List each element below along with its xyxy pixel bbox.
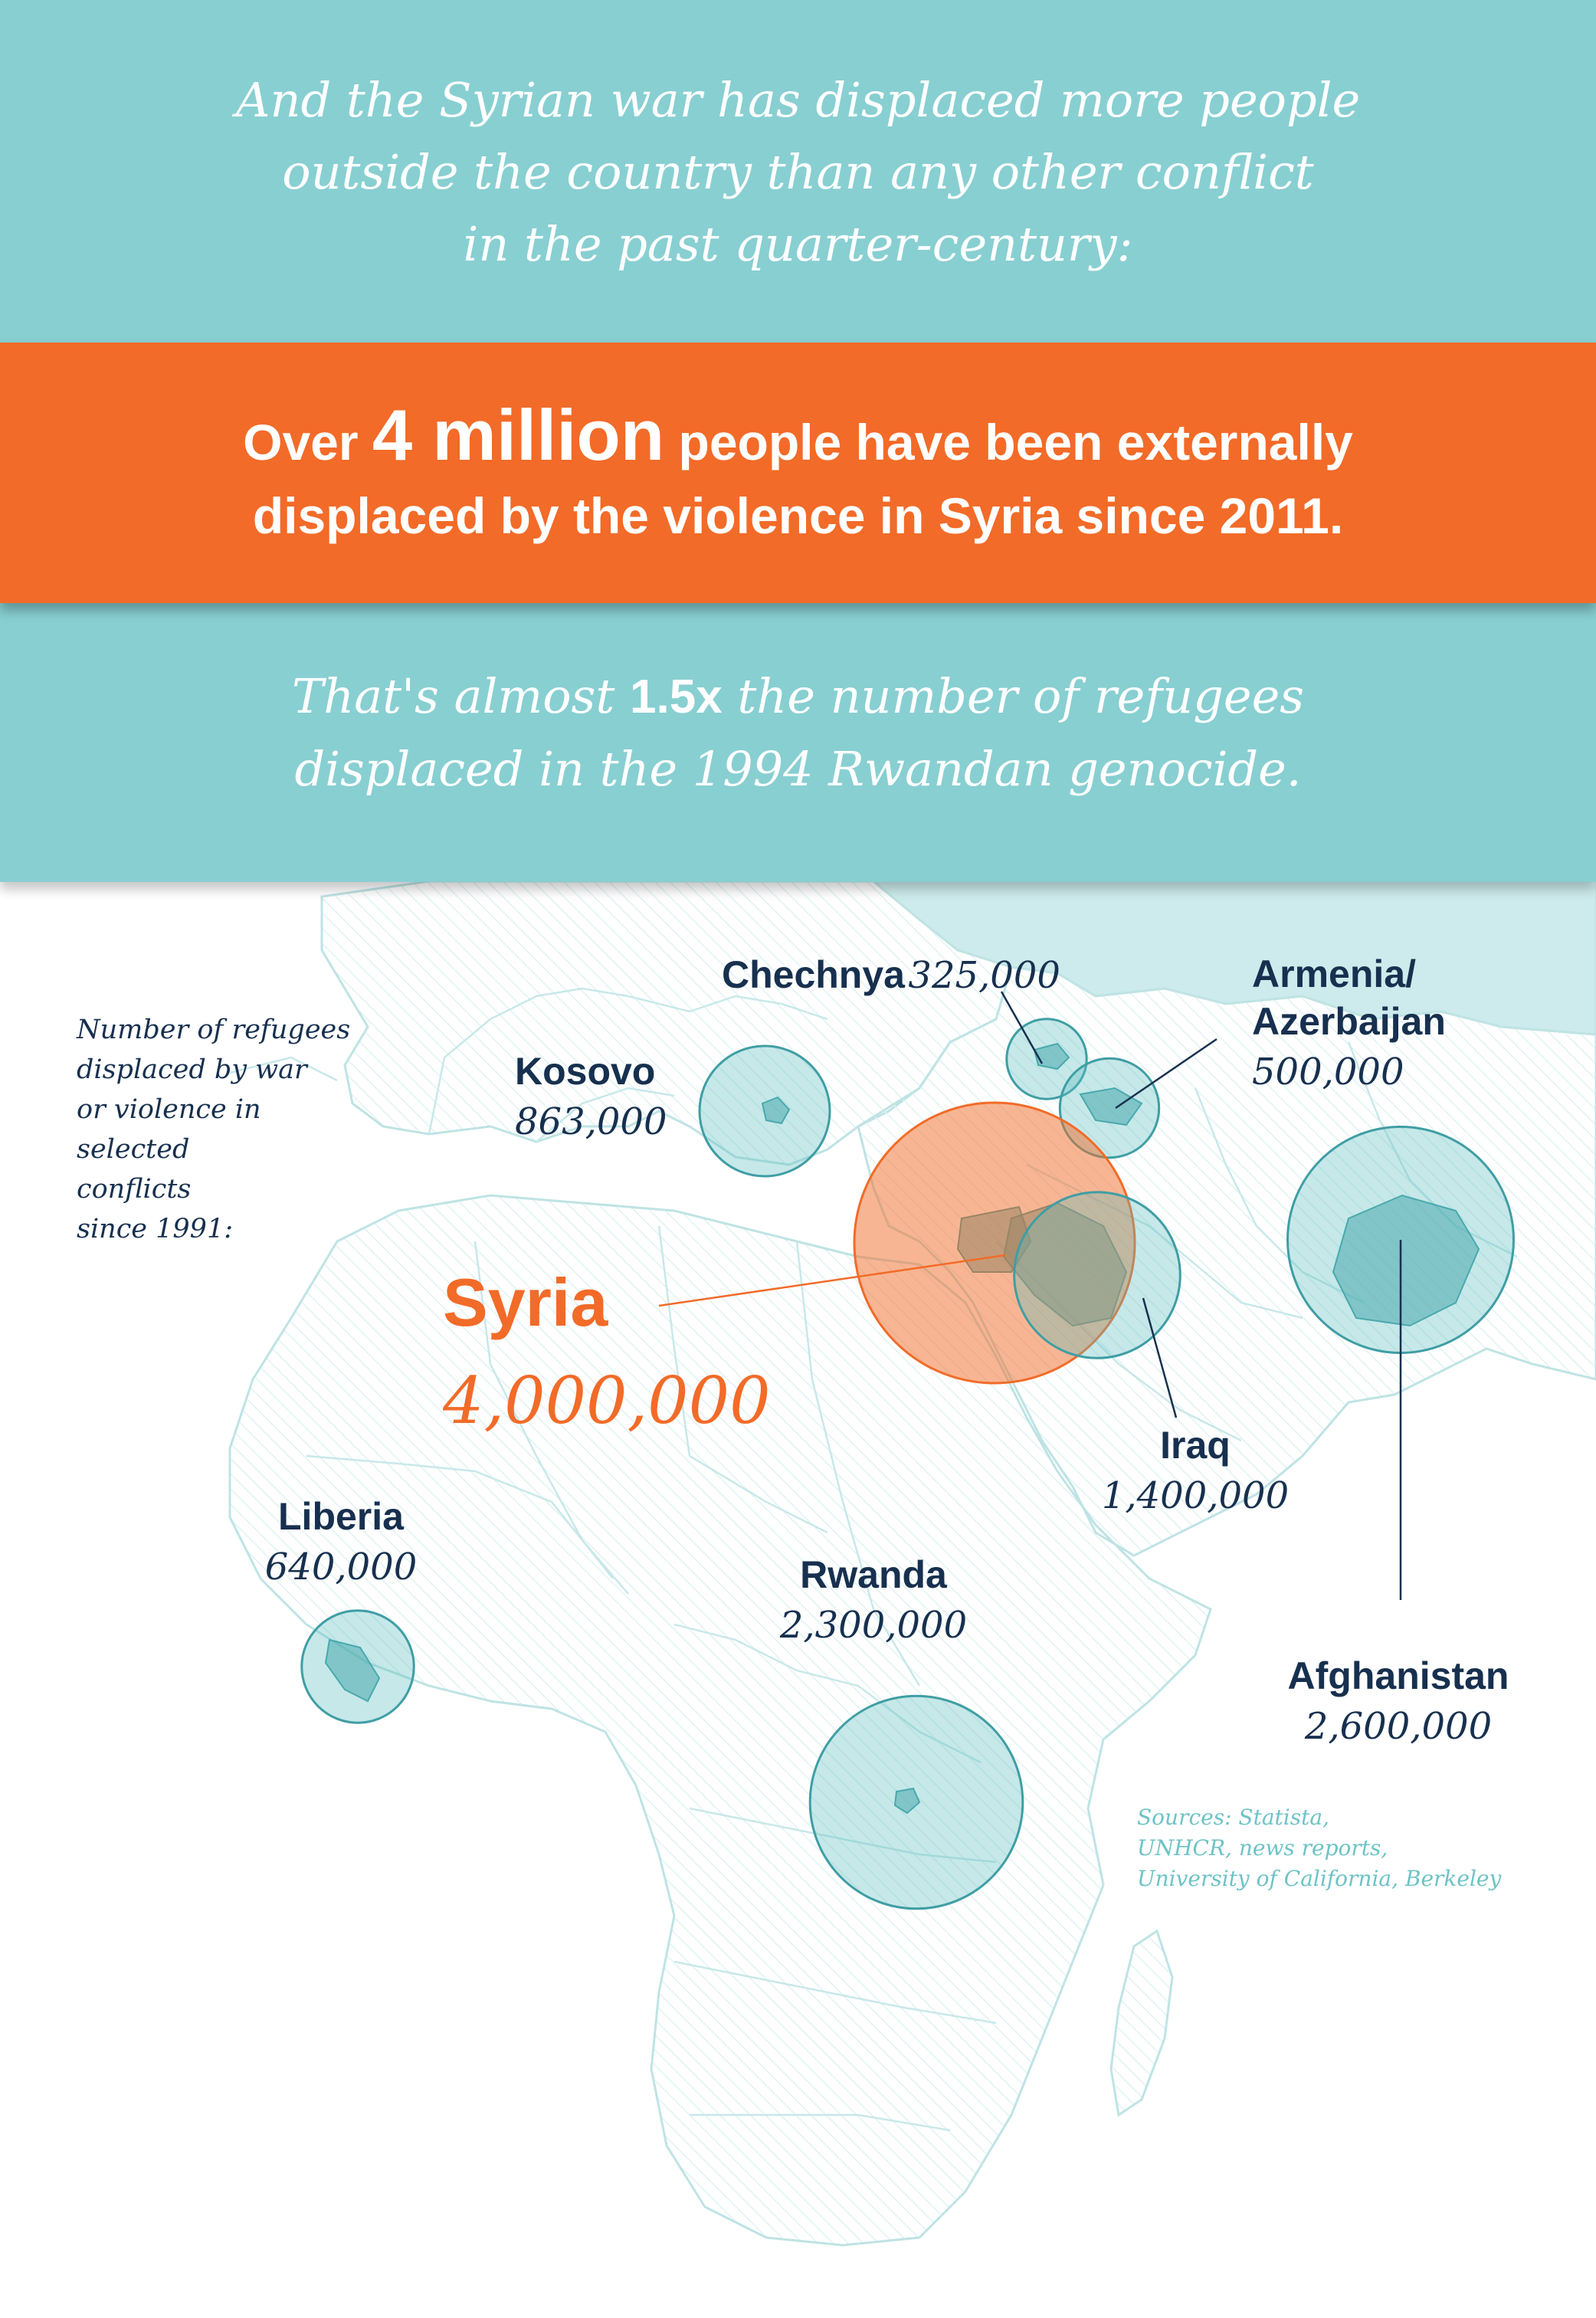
legend-note-line: Number of refugees (77, 1015, 351, 1045)
chechnya-refugees: 325,000 (908, 954, 1060, 997)
legend-note: Number of refugees displaced by war or v… (77, 1010, 352, 1249)
armenia-azerbaijan-shape (1079, 1087, 1143, 1126)
label-armenia-azerbaijan: Armenia/ Azerbaijan 500,000 (1252, 950, 1446, 1099)
label-liberia: Liberia 640,000 (245, 1493, 437, 1594)
liberia-refugees: 640,000 (264, 1546, 418, 1589)
label-syria: Syria 4,000,000 (443, 1264, 771, 1439)
refugee-map (228, 881, 1596, 2247)
label-afghanistan: Afghanistan 2,600,000 (1264, 1652, 1532, 1753)
comparison-band: That's almost 1.5x the number of refugee… (0, 603, 1596, 882)
armenia-azerbaijan-refugees: 500,000 (1252, 1051, 1404, 1093)
kosovo-bubble (698, 1044, 831, 1178)
comparison-line-2: displaced in the 1994 Rwandan genocide. (294, 741, 1302, 797)
comparison-emphasis: 1.5x (630, 670, 723, 723)
intro-line-3: in the past quarter-century: (463, 216, 1133, 272)
chechnya-leader (1000, 991, 1044, 1064)
legend-note-line: or violence in (77, 1094, 261, 1125)
afghanistan-refugees: 2,600,000 (1304, 1705, 1493, 1748)
iraq-leader (1142, 1297, 1178, 1418)
rwanda-name: Rwanda (800, 1553, 947, 1596)
legend-note-line: selected (77, 1134, 190, 1165)
legend-note-line: since 1991: (77, 1214, 234, 1244)
syria-refugees: 4,000,000 (443, 1363, 771, 1438)
rwanda-refugees: 2,300,000 (779, 1604, 968, 1647)
iraq-name: Iraq (1160, 1424, 1231, 1467)
syria-leader (658, 1254, 1006, 1307)
intro-band: And the Syrian war has displaced more pe… (0, 0, 1596, 345)
madagascar-landmass (1109, 1929, 1174, 2117)
intro-line-1: And the Syrian war has displaced more pe… (235, 72, 1361, 128)
intro-text: And the Syrian war has displaced more pe… (0, 64, 1596, 280)
legend-note-line: displaced by war (77, 1054, 307, 1085)
liberia-bubble (300, 1609, 415, 1724)
sources-line: University of California, Berkeley (1137, 1866, 1502, 1891)
kosovo-shape (761, 1096, 791, 1125)
comparison-line-1-rest: the number of refugees (722, 668, 1305, 724)
label-kosovo: Kosovo 863,000 (515, 1048, 667, 1149)
headline-text: Over 4 million people have been external… (0, 398, 1596, 552)
headline-prefix: Over (243, 414, 372, 470)
sources-line: UNHCR, news reports, (1137, 1835, 1388, 1861)
armenia-azerbaijan-leader (1115, 1038, 1217, 1110)
chechnya-bubble (1005, 1018, 1088, 1100)
syria-bubble (853, 1101, 1136, 1385)
liberia-name: Liberia (278, 1495, 404, 1538)
label-rwanda: Rwanda 2,300,000 (766, 1551, 981, 1652)
sources-note: Sources: Statista, UNHCR, news reports, … (1137, 1802, 1566, 1894)
afghanistan-shape (1332, 1194, 1480, 1327)
rwanda-shape (893, 1787, 921, 1815)
iraq-refugees: 1,400,000 (1101, 1474, 1290, 1517)
kosovo-name: Kosovo (515, 1050, 656, 1093)
headline-line-1-rest: people have been externally (664, 414, 1353, 470)
bubbles-layer (300, 1018, 1515, 1910)
armenia-name: Armenia/ (1252, 952, 1416, 995)
europe-landmass (320, 881, 1013, 1166)
rwanda-bubble (808, 1694, 1024, 1910)
legend-note-line: conflicts (77, 1174, 192, 1205)
comparison-text: That's almost 1.5x the number of refugee… (0, 661, 1596, 805)
headline-emphasis: 4 million (372, 395, 665, 475)
label-chechnya: Chechnya 325,000 (722, 949, 1060, 1002)
syria-name: Syria (443, 1264, 608, 1340)
sources-line: Sources: Statista, (1137, 1805, 1329, 1830)
chechnya-shape (1033, 1042, 1070, 1070)
chechnya-name: Chechnya (722, 953, 905, 996)
headline-band: Over 4 million people have been external… (0, 343, 1596, 603)
kosovo-refugees: 863,000 (515, 1100, 667, 1143)
afghanistan-name: Afghanistan (1287, 1654, 1509, 1697)
label-iraq: Iraq 1,400,000 (1088, 1421, 1303, 1523)
armenia-azerbaijan-bubble (1058, 1057, 1161, 1159)
intro-line-2: outside the country than any other confl… (282, 144, 1314, 200)
iraq-bubble (1013, 1191, 1181, 1359)
comparison-prefix: That's almost (291, 668, 630, 724)
leader-lines (1000, 991, 1402, 1600)
liberia-shape (324, 1638, 381, 1703)
azerbaijan-name: Azerbaijan (1252, 1000, 1446, 1043)
headline-line-2: displaced by the violence in Syria since… (252, 487, 1344, 544)
